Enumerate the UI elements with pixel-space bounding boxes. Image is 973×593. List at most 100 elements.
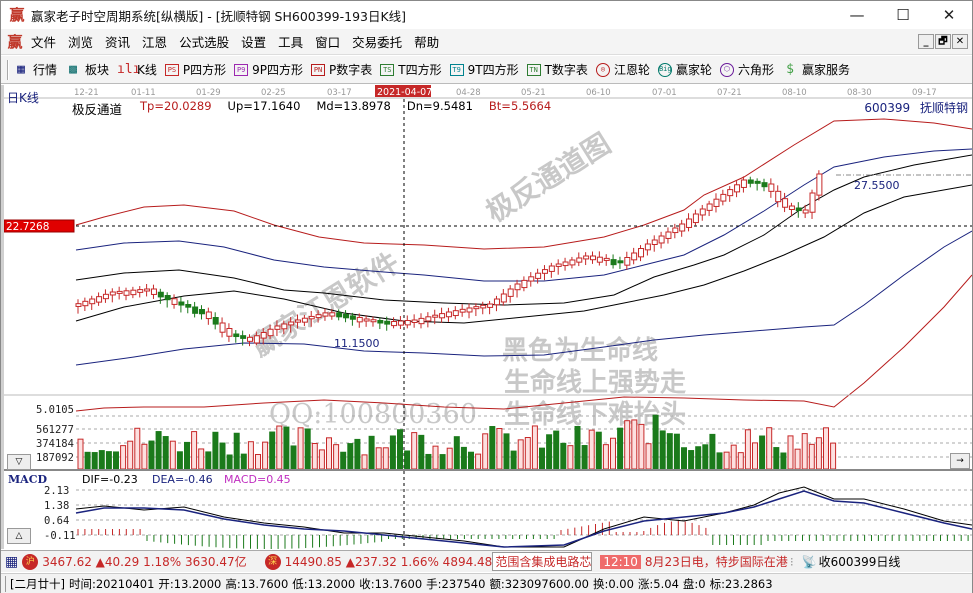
info-hand: 手:237540 (426, 576, 486, 591)
date-tick: 09-17 (912, 88, 937, 98)
sz-index-badge: 深 (264, 553, 281, 570)
t9-icon: T9 (449, 63, 464, 76)
chart-canvas[interactable]: 12-21 01-11 01-29 02-25 03-17 04-28 05-21 06-10… (4, 85, 972, 549)
toolbar-label: 赢家轮 (675, 63, 712, 77)
toolbar-label: 板块 (85, 63, 110, 77)
toolbar-button-pn[interactable]: PN P数字表 (311, 61, 372, 78)
kline-icon: ılı (117, 61, 141, 77)
quote-table-icon[interactable]: ▦ (5, 553, 19, 570)
tn-icon: TN (526, 63, 541, 76)
macd-tick: 2.13 (44, 485, 69, 497)
info-turnover: 换:0.00 (592, 576, 634, 591)
dollar-icon: $ (786, 61, 794, 77)
menu-help[interactable]: 帮助 (414, 35, 440, 50)
cursor-date-label: 2021-04-07 (377, 87, 432, 98)
menu-info[interactable]: 资讯 (105, 35, 131, 50)
date-tick: 02-25 (261, 88, 286, 98)
toolbar-button-ts[interactable]: TS T四方形 (380, 61, 442, 78)
info-close: 收:13.7600 (359, 576, 423, 591)
toolbar-label: T四方形 (398, 63, 442, 77)
info-low: 低:13.2000 (292, 576, 356, 591)
quote-table-icon: ▦ (17, 61, 25, 77)
toolbar-button-ps[interactable]: PS P四方形 (164, 61, 226, 78)
toolbar-button-big-wheel[interactable]: Big 赢家轮 (657, 61, 712, 78)
toolbar-button-gann-wheel[interactable]: ◎ 江恩轮 (595, 61, 650, 78)
toolbar-button-sector-blocks[interactable]: ▩ 板块 (65, 61, 109, 78)
volume-tick: 187092 (36, 452, 74, 464)
toolbar-label: T数字表 (544, 63, 588, 77)
info-open: 开:13.2000 (158, 576, 222, 591)
macd-dea: DEA=-0.46 (152, 473, 213, 486)
menu-tools[interactable]: 工具 (278, 35, 304, 50)
watermark-software-name: 赢家江恩软件 (245, 246, 405, 363)
toolbar-label: 六角形 (737, 63, 774, 77)
toolbar-label: P数字表 (329, 63, 373, 77)
menu-logo-icon[interactable]: 赢 (7, 33, 23, 51)
minimize-button[interactable]: — (849, 6, 865, 24)
sz-index-value[interactable]: 14490.85 ▲237.32 1.66% 4894.48 (284, 554, 493, 569)
toolbar-button-t9[interactable]: T9 9T四方形 (449, 61, 519, 78)
menu-trade[interactable]: 交易委托 (352, 35, 403, 50)
menu-gann[interactable]: 江恩 (142, 35, 168, 50)
toolbar-label: 9T四方形 (467, 63, 519, 77)
window-title: 赢家老子时空周期系统[纵横版] - [抚顺特钢 SH600399-193日K线] (31, 8, 407, 24)
toolbar-button-tn[interactable]: TN T数字表 (526, 61, 588, 78)
toolbar-button-hexagon[interactable]: ⬡ 六角形 (719, 61, 774, 78)
close-button[interactable]: ✕ (942, 6, 956, 24)
sh-index-badge: 沪 (22, 553, 39, 570)
bar-info-status: [二月廿十] 时间:20210401 开:13.2000 高:13.7600 低… (1, 573, 972, 593)
toolbar-label: 江恩轮 (613, 63, 650, 77)
window-controls: — ☐ ✕ (834, 1, 972, 29)
news-headline[interactable]: 8月23日电，特步国际在港 (644, 555, 788, 569)
toolbar-button-dollar[interactable]: $ 赢家服务 (782, 61, 850, 78)
chart-area[interactable]: 12-21 01-11 01-29 02-25 03-17 04-28 05-21 06-10… (1, 85, 972, 549)
p9-icon: P9 (234, 63, 249, 76)
mdi-minimize-button[interactable]: _ (918, 34, 934, 49)
ts-icon: TS (380, 63, 395, 76)
toolbar-button-kline[interactable]: ılı K线 (117, 61, 157, 78)
scroll-right-button[interactable]: → (950, 453, 970, 469)
date-tick: 01-29 (196, 88, 221, 98)
pn-icon: PN (311, 63, 326, 76)
menu-file[interactable]: 文件 (31, 35, 57, 50)
menu-settings[interactable]: 设置 (241, 35, 267, 50)
period-label[interactable]: 日K线 (7, 91, 39, 105)
indicator-line: 极反通道 Tp=20.0289 Up=17.1640 Md=13.8978 Dn… (72, 99, 567, 117)
indicator-bt: Bt=5.5664 (488, 99, 552, 113)
news-scroll-icon[interactable]: ⁝ (789, 554, 794, 569)
toolbar-button-quote-table[interactable]: ▦ 行情 (13, 61, 57, 78)
macd-tick: -0.11 (44, 530, 76, 542)
toolbar-button-p9[interactable]: P9 9P四方形 (234, 61, 303, 78)
watermark-diagram-title: 极反通道图 (480, 127, 616, 229)
indicator-name: 极反通道 (72, 102, 123, 117)
sh-index-value[interactable]: 3467.62 ▲40.29 1.18% 3630.47亿 (42, 555, 247, 569)
toolbar-grip[interactable] (7, 59, 9, 80)
volume-collapse-button[interactable]: ▽ (7, 454, 31, 470)
info-pan: 盘:0 (682, 576, 706, 591)
info-amount: 额:323097600.00 (489, 576, 589, 591)
date-tick: 08-10 (782, 88, 807, 98)
toolbar-label: 行情 (33, 63, 58, 77)
mdi-controls: _ 🗗 ✕ (918, 34, 968, 49)
stock-code: 600399 (864, 101, 911, 115)
maximize-button[interactable]: ☐ (896, 6, 910, 24)
date-tick: 07-21 (717, 88, 742, 98)
indicator-dn: Dn=9.5481 (406, 99, 473, 113)
toolbar-label: 赢家服务 (801, 63, 850, 77)
stock-name: 抚顺特钢 (919, 101, 968, 115)
toolbar-label: 9P四方形 (252, 63, 304, 77)
menu-bar: 赢 文件 浏览 资讯 江恩 公式选股 设置 工具 窗口 交易委托 帮助 _ 🗗 … (1, 29, 972, 55)
date-tick: 07-01 (652, 88, 677, 98)
mdi-restore-button[interactable]: 🗗 (935, 34, 951, 49)
menu-browse[interactable]: 浏览 (68, 35, 94, 50)
market-status-bar: ▦ 沪 3467.62 ▲40.29 1.18% 3630.47亿 深 1449… (1, 550, 972, 572)
menu-window[interactable]: 窗口 (315, 35, 341, 50)
ticker-box[interactable]: 范围含集成电路芯 (492, 552, 593, 571)
mdi-close-button[interactable]: ✕ (952, 34, 968, 49)
big-wheel-icon: Big (657, 62, 672, 77)
macd-expand-button[interactable]: △ (7, 528, 31, 544)
menu-formula[interactable]: 公式选股 (179, 35, 230, 50)
stock-label: 600399 抚顺特钢 (864, 99, 968, 116)
info-mark: 标:23.2863 (709, 576, 773, 591)
volume-tick: 561277 (36, 424, 74, 436)
